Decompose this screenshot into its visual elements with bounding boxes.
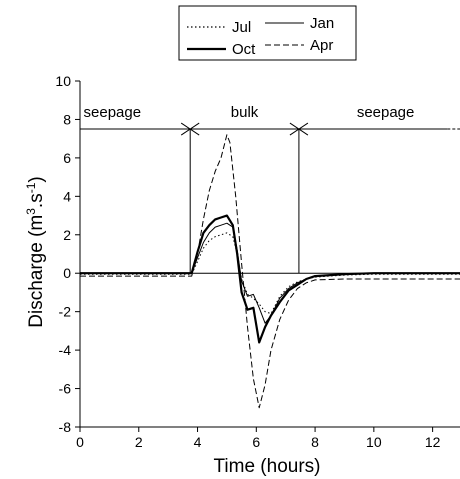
series-line-apr — [80, 134, 460, 409]
region-label-seepage: seepage — [84, 104, 142, 121]
y-tick-label: -6 — [59, 381, 72, 397]
y-tick-label: -4 — [59, 342, 72, 358]
y-tick-label: 2 — [63, 227, 71, 243]
y-tick-label: 8 — [63, 111, 71, 127]
y-tick-label: 6 — [63, 150, 71, 166]
x-tick-label: 12 — [425, 434, 441, 450]
y-tick-label: 0 — [63, 265, 71, 281]
boundary-marker — [289, 122, 309, 136]
series-line-oct — [80, 214, 460, 344]
legend-label-jan: Jan — [310, 15, 334, 32]
region-label-seepage: seepage — [357, 104, 415, 121]
x-tick-label: 8 — [311, 434, 319, 450]
legend-label-oct: Oct — [232, 41, 256, 58]
region-label-bulk: bulk — [231, 104, 259, 121]
x-tick-label: 10 — [366, 434, 382, 450]
y-axis-title: Discharge (m3.s-1) — [24, 176, 47, 327]
y-tick-label: 4 — [63, 188, 71, 204]
boundary-marker — [180, 122, 200, 136]
legend: Jul Jan Oct Apr — [178, 5, 357, 61]
legend-label-apr: Apr — [310, 37, 333, 54]
x-tick-label: 6 — [252, 434, 260, 450]
y-tick-label: 10 — [55, 73, 71, 89]
legend-box — [178, 5, 357, 61]
x-tick-label: 4 — [194, 434, 202, 450]
y-tick-label: -2 — [59, 304, 72, 320]
legend-label-jul: Jul — [232, 19, 251, 36]
x-tick-label: 2 — [135, 434, 143, 450]
y-tick-label: -8 — [59, 419, 72, 435]
x-axis-title: Time (hours) — [214, 456, 321, 477]
x-tick-label: 0 — [76, 434, 84, 450]
plot-area: -8 -6 -4 -2 0 2 4 6 8 10 0 2 4 6 8 10 12 seepage bulk seepa… — [55, 73, 460, 450]
